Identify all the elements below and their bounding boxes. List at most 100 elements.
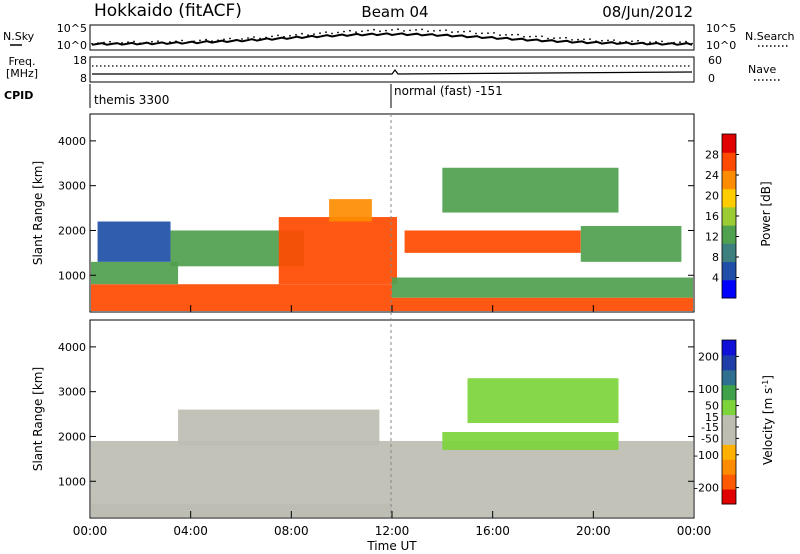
power-colorbar-swatch-3: [722, 225, 736, 244]
noise-search-point: [451, 31, 453, 34]
power-heatmap: [91, 167, 693, 311]
velocity-cb-label-5: 50: [705, 400, 719, 413]
velocity-region-3: [392, 440, 693, 517]
noise-search-point: [193, 40, 195, 43]
velocity-colorbar-swatch-0: [722, 489, 736, 505]
noise-search-point: [511, 33, 513, 36]
noise-search-point: [253, 36, 255, 38]
noise-search-point: [625, 40, 627, 43]
noise-search-point: [571, 39, 573, 41]
noise-left-tick-bottom: 10^0: [57, 39, 87, 52]
noise-search-point: [475, 32, 477, 35]
velocity-region-1: [178, 409, 380, 446]
velocity-cb-label-6: 100: [698, 383, 719, 396]
freq-label-top: Freq.: [8, 55, 35, 68]
noise-search-point: [307, 34, 309, 36]
noise-search-point: [469, 30, 471, 33]
velocity-colorbar-swatch-8: [722, 369, 736, 386]
noise-search-point: [649, 41, 651, 44]
power-colorbar-swatch-0: [722, 279, 736, 299]
noise-search-point: [427, 30, 429, 33]
velocity-cb-label-2: -50: [701, 432, 719, 445]
noise-search-trace: [91, 28, 693, 45]
noise-search-point: [343, 30, 345, 33]
frequency-trace: [92, 69, 693, 75]
power-region-10: [442, 167, 619, 213]
noise-search-point: [667, 42, 669, 45]
noise-search-point: [559, 37, 561, 39]
velocity-cb-label-1: -100: [694, 449, 719, 462]
noise-search-point: [289, 34, 291, 37]
noise-search-point: [217, 39, 219, 42]
noise-search-point: [103, 41, 105, 44]
power-ytick-label-2: 3000: [58, 180, 86, 193]
power-region-2: [97, 221, 171, 262]
power-region-0: [91, 284, 392, 311]
velocity-heatmap: [91, 378, 693, 517]
noise-search-point: [355, 31, 357, 34]
time-tick-label-0: 00:00: [73, 524, 108, 538]
velocity-region-5: [467, 378, 619, 424]
velocity-cb-label-3: -15: [701, 421, 719, 434]
noise-search-point: [631, 40, 633, 43]
noise-search-point: [127, 41, 129, 44]
cpid-panel: CPID themis 3300 normal (fast) -151: [4, 84, 503, 108]
time-axis: 00:00 04:00 08:00 12:00 16:00 20:00 00:00: [73, 305, 712, 538]
noise-search-point: [541, 35, 543, 38]
noise-search-point: [577, 38, 579, 41]
velocity-y-axis: 1000 2000 3000 4000: [58, 341, 694, 488]
velocity-ytick-label-3: 4000: [58, 341, 86, 354]
beam-title: Beam 04: [361, 3, 428, 21]
noise-search-point: [565, 36, 567, 39]
power-colorbar-label: Power [dB]: [759, 181, 773, 246]
noise-search-point: [619, 41, 621, 43]
noise-search-point: [439, 29, 441, 32]
power-region-8: [404, 230, 581, 253]
power-colorbar-swatch-5: [722, 188, 736, 208]
velocity-cb-label-4: 15: [705, 411, 719, 424]
velocity-colorbar-swatch-10: [722, 340, 736, 356]
power-panel: 1000 2000 3000 4000 Slant Range [km] 4 8 12 16…: [31, 113, 773, 313]
noise-search-point: [553, 37, 555, 40]
noise-search-point: [409, 29, 411, 32]
noise-search-point: [637, 39, 639, 42]
noise-search-point: [457, 31, 459, 33]
frequency-panel: Freq. [MHz] 18 8 60 0 Nave: [6, 54, 780, 85]
noise-search-point: [607, 39, 609, 42]
noise-search-point: [337, 31, 339, 34]
noise-search-point: [223, 38, 225, 41]
date-title: 08/Jun/2012: [602, 3, 693, 21]
noise-search-point: [679, 41, 681, 44]
noise-search-point: [373, 28, 375, 31]
noise-search-point: [583, 38, 585, 41]
noise-search-point: [331, 32, 333, 35]
noise-search-point: [367, 29, 369, 32]
noise-search-point: [547, 37, 549, 40]
noise-search-point: [421, 28, 423, 31]
cpid-label: CPID: [4, 89, 33, 102]
noise-panel: N.Sky 10^5 10^0 10^5 10^0 N.Search: [3, 22, 795, 52]
noise-search-point: [529, 35, 531, 38]
noise-search-point: [661, 40, 663, 43]
noise-search-point: [595, 40, 597, 42]
power-region-1: [91, 261, 179, 285]
power-y-axis: 1000 2000 3000 4000: [58, 135, 694, 282]
velocity-ytick-label-1: 2000: [58, 430, 86, 443]
time-tick-label-6: 00:00: [677, 524, 712, 538]
noise-search-point: [319, 32, 321, 34]
noise-search-point: [379, 30, 381, 33]
power-ytick-label-3: 4000: [58, 135, 86, 148]
noise-search-point: [229, 37, 231, 40]
velocity-colorbar-swatch-5: [722, 414, 736, 430]
power-region-7: [392, 277, 693, 298]
noise-search-point: [685, 40, 687, 43]
noise-search-point: [241, 38, 243, 40]
freq-left-tick-top: 18: [73, 54, 87, 67]
noise-left-tick-top: 10^5: [57, 22, 87, 35]
time-axis-label: Time UT: [366, 539, 417, 553]
power-colorbar-swatch-2: [722, 243, 736, 263]
noise-search-point: [109, 40, 111, 43]
noise-search-point: [235, 39, 237, 41]
time-tick-label-5: 20:00: [576, 524, 611, 538]
